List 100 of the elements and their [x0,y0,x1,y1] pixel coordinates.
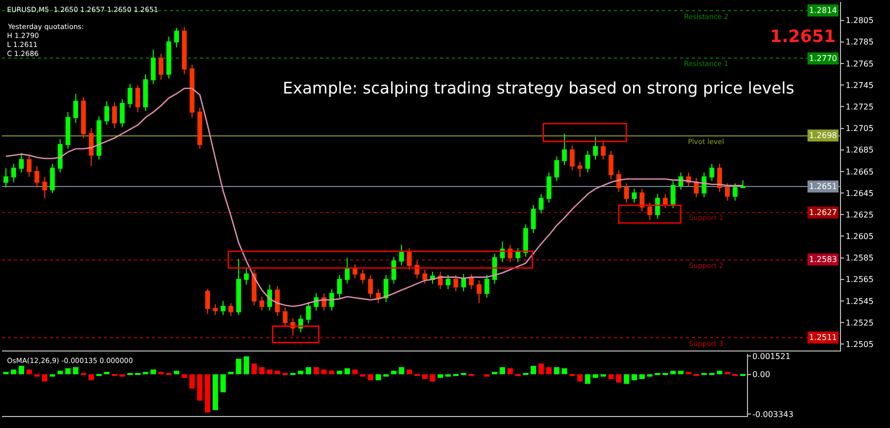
bar [197,374,203,401]
candlestick [523,224,528,258]
bar [259,367,265,374]
candlestick [740,180,746,188]
y-tick-label: 1.2625 [846,210,874,220]
candlestick [135,84,140,113]
bar [212,374,218,410]
y-tick-label: 1.2605 [846,232,874,241]
candlestick [578,161,582,178]
y-tick-label: 1.2725 [846,102,874,112]
candlestick [112,102,117,129]
candlestick [205,288,210,314]
text: Example: scalping trading strategy based on strong price levels [282,78,794,98]
candlestick [150,48,156,85]
bar [592,374,598,378]
bar [228,372,234,374]
candlestick [81,96,86,138]
y-tick-label: 1.2765 [846,59,874,68]
candlestick [468,273,474,290]
candlestick [96,116,102,160]
bar [336,370,342,374]
bar [686,372,692,374]
candlestick [158,53,164,80]
candlestick [406,248,412,270]
annotation: 1.2627 [809,208,837,217]
bar [724,372,730,374]
y-tick-label: 1.2585 [846,254,874,263]
bar [500,367,506,374]
candlestick [694,177,699,198]
bar [42,374,48,382]
annotation: 1.2511 [809,333,837,342]
y-tick-label: 1.2645 [846,188,874,198]
bar [244,356,250,374]
y-tick-label: 1.2685 [846,146,874,155]
bar [182,374,188,378]
candlestick [120,98,125,128]
bar [632,374,637,380]
bar [26,370,32,374]
candlestick [275,285,280,317]
annotation: 1.2698 [809,131,837,140]
bar [398,367,404,374]
candlestick [368,274,373,298]
bar [546,367,552,374]
annotation: 1.2814 [809,6,837,15]
candlestick [26,154,32,178]
bar [507,368,513,374]
y-tick-label: 1.2705 [846,124,874,134]
bar [624,374,630,384]
bar [716,370,722,374]
candlestick [608,150,614,180]
bar [538,364,544,374]
text: 1.2651 [770,27,836,47]
candlestick [562,133,567,166]
y-tick-label: 0.001521 [752,352,791,361]
candlestick [104,100,110,126]
candlestick [66,112,70,150]
candlestick [376,288,381,304]
candlestick [702,172,706,198]
bar [266,370,272,374]
bar [670,370,676,374]
candlestick [600,142,606,160]
bar [150,370,156,374]
bar [492,372,498,374]
candlestick [228,302,234,317]
bar [678,370,684,374]
bar [616,374,622,383]
candlestick [344,257,350,284]
y-tick-label: 1.2785 [846,38,874,47]
candlestick [11,163,16,183]
bar [251,364,257,374]
candlestick [73,93,78,124]
bar [368,374,374,380]
candlestick [337,274,342,298]
candlestick [3,168,8,188]
candlestick [306,302,311,324]
candlestick [18,152,24,174]
bar [391,370,396,374]
candlestick [484,274,490,298]
bar [585,374,590,384]
candlestick [50,163,55,194]
bar [406,370,412,374]
candlestick [42,176,48,199]
y-tick-label: -0.003343 [752,410,794,420]
bar [562,368,568,374]
candlestick [655,194,660,220]
y-tick-label: 1.2525 [846,318,874,328]
candlestick [244,268,249,286]
candlestick [236,258,242,316]
bar [274,370,280,374]
candlestick [515,248,520,263]
bar [72,367,78,374]
candlestick [531,204,536,234]
bar [236,358,242,374]
candlestick [220,300,226,316]
bar [174,370,180,374]
bar [422,374,428,380]
candlestick [709,163,714,182]
candlestick [58,138,63,174]
bar [352,370,358,374]
candlestick [166,36,172,80]
